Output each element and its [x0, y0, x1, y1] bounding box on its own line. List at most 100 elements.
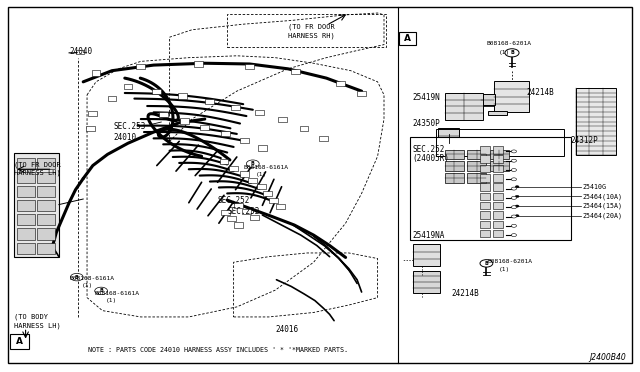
Text: 24040: 24040 [69, 47, 92, 56]
Circle shape [515, 215, 519, 217]
Bar [17, 172, 35, 183]
Bar [493, 221, 503, 228]
Bar [227, 14, 386, 46]
Bar [37, 243, 55, 254]
Circle shape [511, 215, 516, 218]
Text: (1): (1) [499, 267, 511, 272]
Bar [413, 271, 440, 293]
Text: HARNESS LH): HARNESS LH) [14, 170, 61, 176]
Bar [488, 111, 507, 115]
Bar [234, 222, 243, 228]
Bar [221, 131, 230, 136]
Bar [17, 186, 35, 197]
Circle shape [515, 195, 519, 198]
Circle shape [511, 206, 516, 209]
Bar [152, 89, 161, 94]
Text: (1): (1) [82, 283, 93, 288]
Text: SEC.253: SEC.253 [114, 122, 147, 131]
Text: 24312P: 24312P [571, 136, 598, 145]
Circle shape [511, 187, 516, 190]
Bar [480, 146, 490, 154]
Text: 24214B: 24214B [452, 289, 479, 298]
Text: 25464(10A): 25464(10A) [582, 193, 622, 200]
Bar [481, 94, 495, 105]
Text: 25419N: 25419N [413, 93, 440, 102]
Bar [410, 137, 571, 240]
Bar [493, 146, 503, 154]
Text: A: A [17, 337, 23, 346]
Bar [178, 93, 187, 99]
Bar [576, 88, 616, 155]
Circle shape [480, 260, 493, 267]
Bar [37, 186, 55, 197]
Bar [480, 165, 490, 172]
Bar [493, 174, 503, 182]
Bar [480, 193, 490, 200]
Bar [445, 150, 464, 159]
Bar [494, 81, 529, 112]
Bar [480, 211, 490, 219]
Bar [180, 118, 189, 124]
Bar [92, 70, 100, 76]
Circle shape [511, 169, 516, 171]
Bar [269, 198, 278, 203]
Text: HARNESS RH): HARNESS RH) [288, 32, 335, 39]
Text: B: B [510, 50, 514, 55]
Bar [227, 216, 236, 221]
Bar [276, 204, 285, 209]
Bar [37, 172, 55, 183]
Bar [108, 96, 116, 101]
Bar [17, 243, 35, 254]
Bar [17, 228, 35, 240]
Bar [10, 334, 29, 349]
Text: SEC.252: SEC.252 [413, 145, 445, 154]
Bar [493, 230, 503, 237]
Text: (TO FR DOOR: (TO FR DOOR [14, 161, 61, 168]
Bar [257, 184, 266, 189]
Bar [255, 110, 264, 115]
Circle shape [511, 234, 516, 237]
Bar [17, 214, 35, 225]
Bar [490, 150, 509, 159]
Bar [14, 153, 59, 257]
Text: B08168-6161A: B08168-6161A [243, 165, 288, 170]
Text: B: B [251, 161, 255, 166]
Bar [231, 105, 240, 110]
Bar [37, 228, 55, 240]
Bar [493, 183, 503, 191]
Bar [86, 126, 95, 131]
Text: HARNESS LH): HARNESS LH) [14, 322, 61, 329]
Text: 24016: 24016 [275, 325, 298, 334]
Bar [480, 174, 490, 182]
Bar [467, 150, 486, 159]
Bar [194, 61, 203, 67]
Bar [493, 165, 503, 172]
Bar [37, 158, 55, 169]
Text: 24350P: 24350P [413, 119, 440, 128]
Bar [88, 111, 97, 116]
Bar [399, 32, 416, 45]
Bar [240, 138, 249, 143]
Bar [258, 145, 267, 151]
Text: 25410G: 25410G [582, 184, 607, 190]
Bar [291, 69, 300, 74]
Bar [445, 173, 464, 183]
Bar [480, 202, 490, 209]
Bar [445, 93, 483, 120]
Text: NOTE : PARTS CODE 24010 HARNESS ASSY INCLUDES ' * '*MARKED PARTS.: NOTE : PARTS CODE 24010 HARNESS ASSY INC… [88, 347, 348, 353]
Circle shape [95, 287, 108, 295]
Bar [200, 125, 209, 130]
Text: (TO FR DOOR: (TO FR DOOR [288, 23, 335, 30]
Circle shape [505, 49, 519, 57]
Bar [436, 129, 564, 156]
Circle shape [511, 224, 516, 227]
Bar [493, 211, 503, 219]
Bar [248, 178, 257, 183]
Bar [480, 183, 490, 191]
Text: (1): (1) [106, 298, 117, 303]
Circle shape [70, 273, 83, 281]
Text: A: A [404, 34, 411, 43]
Bar [493, 202, 503, 209]
Bar [319, 136, 328, 141]
Text: SEC.252: SEC.252 [218, 196, 250, 205]
